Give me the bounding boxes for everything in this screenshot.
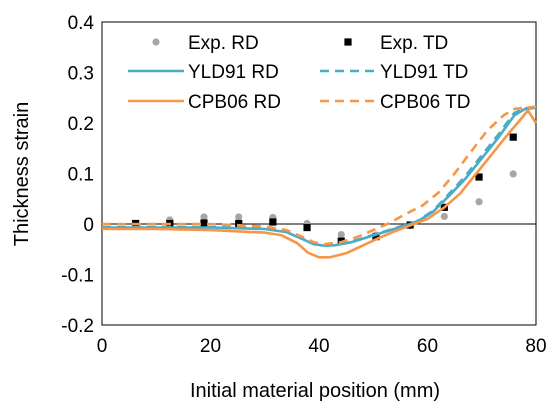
- data-point: [235, 213, 243, 221]
- data-point: [337, 231, 345, 239]
- legend-label: YLD91 RD: [188, 62, 279, 83]
- legend-label: Exp. TD: [380, 33, 448, 54]
- series-line: [102, 105, 537, 247]
- x-tick-label: 80: [525, 336, 546, 357]
- series-yld91-td: [102, 105, 537, 247]
- series-cpb06-rd: [102, 109, 538, 259]
- legend-item: Exp. RD: [152, 33, 259, 54]
- y-tick-label: -0.1: [61, 266, 94, 287]
- tick-labels: -0.2 -0.1 0 0.1 0.2 0.3 0.4 0 20 40 60 80: [61, 13, 546, 357]
- series-line: [102, 105, 537, 246]
- y-tick-label: 0.4: [68, 13, 95, 34]
- y-tick-label: -0.2: [61, 316, 94, 337]
- y-tick-label: 0.1: [68, 165, 94, 186]
- y-tick-label: 0: [83, 215, 94, 236]
- data-point: [509, 170, 517, 178]
- legend-item: YLD91 RD: [128, 62, 279, 83]
- legend-label: Exp. RD: [188, 33, 259, 54]
- y-tick-label: 0.2: [68, 114, 94, 135]
- legend-item: CPB06 RD: [128, 92, 281, 113]
- legend-marker-swatch: [152, 38, 160, 46]
- y-axis-label: Thickness strain: [11, 102, 33, 247]
- data-point: [475, 198, 483, 206]
- plot-area: [101, 21, 537, 326]
- series-layer: [102, 105, 538, 259]
- legend-item: YLD91 TD: [320, 62, 468, 83]
- data-point: [269, 218, 277, 226]
- x-tick-label: 60: [417, 336, 438, 357]
- data-point: [372, 233, 380, 241]
- x-tick-label: 20: [200, 336, 221, 357]
- data-point: [200, 219, 208, 227]
- data-point: [440, 212, 448, 221]
- legend-marker-swatch: [344, 38, 352, 46]
- data-point: [509, 133, 517, 141]
- legend-item: Exp. TD: [344, 33, 448, 54]
- y-tick-label: 0.3: [68, 64, 94, 85]
- series-cpb06-td: [102, 105, 537, 246]
- data-point: [200, 213, 208, 221]
- legend-label: CPB06 RD: [188, 92, 281, 113]
- legend: Exp. RD Exp. TD YLD91 RD YLD91 TD CPB06 RD CP…: [128, 33, 470, 113]
- x-tick-label: 0: [97, 336, 108, 357]
- data-point: [475, 173, 483, 181]
- legend-label: YLD91 TD: [380, 62, 468, 83]
- data-point: [303, 223, 311, 232]
- data-point: [235, 219, 243, 228]
- x-axis-label: Initial material position (mm): [190, 380, 440, 402]
- series-line: [102, 109, 538, 259]
- x-tick-label: 40: [308, 336, 329, 357]
- legend-item: CPB06 TD: [320, 92, 470, 113]
- legend-label: CPB06 TD: [380, 92, 470, 113]
